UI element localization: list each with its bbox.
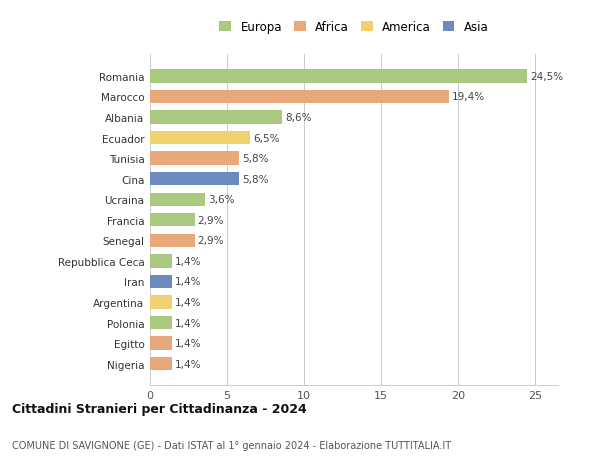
Text: 1,4%: 1,4%: [175, 297, 201, 308]
Bar: [150, 296, 172, 309]
Bar: [150, 90, 449, 104]
Bar: [150, 213, 194, 227]
Bar: [150, 111, 283, 124]
Bar: [150, 337, 172, 350]
Text: 1,4%: 1,4%: [175, 359, 201, 369]
Text: 2,9%: 2,9%: [198, 236, 224, 246]
Text: 1,4%: 1,4%: [175, 318, 201, 328]
Legend: Europa, Africa, America, Asia: Europa, Africa, America, Asia: [220, 21, 488, 34]
Bar: [150, 357, 172, 370]
Text: 2,9%: 2,9%: [198, 215, 224, 225]
Text: 8,6%: 8,6%: [286, 113, 312, 123]
Bar: [150, 132, 250, 145]
Text: 1,4%: 1,4%: [175, 277, 201, 287]
Text: 3,6%: 3,6%: [209, 195, 235, 205]
Text: 24,5%: 24,5%: [530, 72, 563, 82]
Text: 1,4%: 1,4%: [175, 256, 201, 266]
Bar: [150, 70, 527, 84]
Bar: [150, 193, 205, 207]
Bar: [150, 275, 172, 289]
Bar: [150, 173, 239, 186]
Bar: [150, 234, 194, 247]
Text: 6,5%: 6,5%: [253, 133, 280, 143]
Text: 5,8%: 5,8%: [242, 154, 269, 164]
Bar: [150, 255, 172, 268]
Text: 1,4%: 1,4%: [175, 338, 201, 348]
Text: Cittadini Stranieri per Cittadinanza - 2024: Cittadini Stranieri per Cittadinanza - 2…: [12, 403, 307, 415]
Text: COMUNE DI SAVIGNONE (GE) - Dati ISTAT al 1° gennaio 2024 - Elaborazione TUTTITAL: COMUNE DI SAVIGNONE (GE) - Dati ISTAT al…: [12, 440, 451, 450]
Bar: [150, 316, 172, 330]
Bar: [150, 152, 239, 165]
Text: 19,4%: 19,4%: [452, 92, 485, 102]
Text: 5,8%: 5,8%: [242, 174, 269, 185]
